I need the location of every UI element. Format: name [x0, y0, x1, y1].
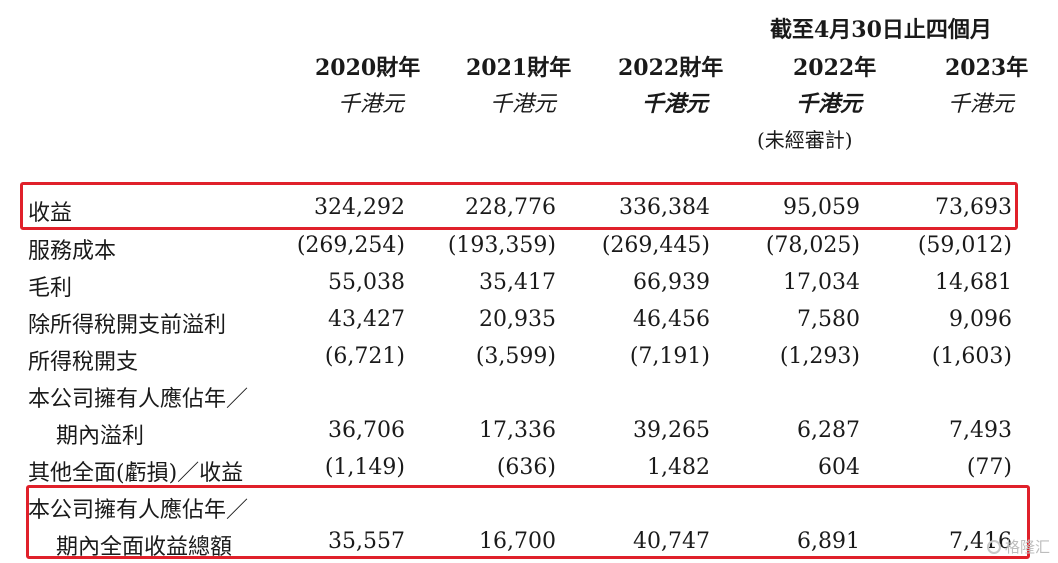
- table-cell: (269,445): [601, 233, 710, 258]
- table-cell: 95,059: [783, 195, 860, 220]
- row-label: 本公司擁有人應佔年／: [28, 387, 249, 412]
- column-unit: 千港元: [338, 92, 405, 117]
- table-cell: 336,384: [619, 195, 710, 220]
- row-label-continued: 期內全面收益總額: [56, 535, 233, 560]
- row-label: 所得稅開支: [28, 350, 139, 375]
- row-label: 本公司擁有人應佔年／: [28, 498, 249, 523]
- row-label: 其他全面(虧損)／收益: [28, 461, 244, 486]
- table-cell: 40,747: [633, 529, 710, 554]
- table-cell: (7,191): [629, 344, 710, 369]
- column-year: 2022財年: [618, 55, 724, 81]
- table-cell: 66,939: [633, 270, 710, 295]
- table-cell: 35,557: [328, 529, 405, 554]
- highlight-box-revenue: [20, 182, 1018, 230]
- row-label: 除所得稅開支前溢利: [28, 313, 227, 338]
- row-label-continued: 期內溢利: [56, 424, 145, 449]
- table-cell: 20,935: [479, 307, 556, 332]
- table-cell: 39,265: [633, 418, 710, 443]
- table-cell: 36,706: [328, 418, 405, 443]
- table-cell: 35,417: [479, 270, 556, 295]
- row-label: 收益: [28, 201, 73, 226]
- table-cell: 324,292: [314, 195, 405, 220]
- column-year: 2020財年: [315, 55, 421, 81]
- table-cell: 7,493: [949, 418, 1012, 443]
- table-cell: 46,456: [633, 307, 710, 332]
- column-year: 2022年: [793, 55, 877, 81]
- row-label: 毛利: [28, 276, 73, 301]
- table-cell: 9,096: [949, 307, 1012, 332]
- table-cell: 55,038: [328, 270, 405, 295]
- column-unit: 千港元: [490, 92, 557, 117]
- column-year: 2021財年: [466, 55, 572, 81]
- logo-circle-icon: [986, 539, 1001, 554]
- table-cell: (269,254): [296, 233, 405, 258]
- table-cell: 6,287: [797, 418, 860, 443]
- table-cell: 17,336: [479, 418, 556, 443]
- column-year: 2023年: [945, 55, 1029, 81]
- table-cell: (1,603): [931, 344, 1012, 369]
- table-cell: 1,482: [647, 455, 710, 480]
- watermark-text: 格隆汇: [1004, 538, 1050, 556]
- table-cell: 6,891: [797, 529, 860, 554]
- table-cell: (1,149): [324, 455, 405, 480]
- table-cell: 228,776: [465, 195, 556, 220]
- row-label: 服務成本: [28, 239, 117, 264]
- table-cell: 14,681: [935, 270, 1012, 295]
- table-cell: 17,034: [783, 270, 860, 295]
- table-cell: 7,416: [949, 529, 1012, 554]
- table-cell: (6,721): [324, 344, 405, 369]
- table-cell: (77): [966, 455, 1012, 480]
- watermark: 格隆汇: [986, 536, 1050, 557]
- table-cell: 43,427: [328, 307, 405, 332]
- unaudited-note: (未經審計): [757, 128, 853, 152]
- period-title: 截至4月30日止四個月: [770, 17, 992, 43]
- table-cell: (1,293): [779, 344, 860, 369]
- column-unit: 千港元: [948, 92, 1015, 117]
- table-cell: (193,359): [447, 233, 556, 258]
- highlight-box-total-comprehensive-income: [26, 485, 1030, 559]
- table-cell: 604: [818, 455, 860, 480]
- table-cell: 73,693: [935, 195, 1012, 220]
- table-cell: (59,012): [917, 233, 1012, 258]
- table-cell: (3,599): [475, 344, 556, 369]
- column-unit: 千港元: [796, 91, 863, 117]
- table-cell: 16,700: [479, 529, 556, 554]
- column-unit: 千港元: [642, 91, 709, 117]
- table-cell: (78,025): [765, 233, 860, 258]
- table-cell: 7,580: [797, 307, 860, 332]
- table-cell: (636): [496, 455, 556, 480]
